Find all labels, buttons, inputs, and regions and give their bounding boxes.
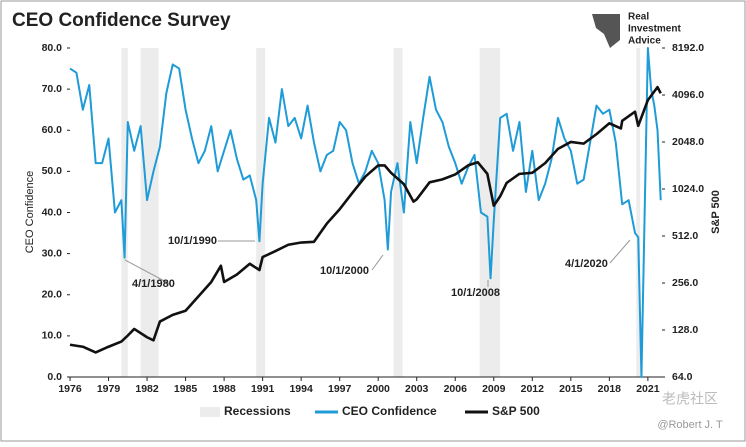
x-tick-label: 2003 (405, 383, 429, 395)
y2-tick-label: 256.0 (672, 277, 698, 289)
x-tick-label: 2018 (598, 383, 622, 395)
y2-tick-label: 64.0 (672, 371, 693, 383)
annotation-leader (609, 239, 631, 264)
x-tick-label: 1985 (174, 383, 198, 395)
x-tick-label: 1994 (289, 383, 313, 395)
recession-band (121, 48, 128, 377)
logo-text: Investment (628, 24, 681, 35)
x-tick-label: 2006 (444, 383, 468, 395)
legend-label: CEO Confidence (342, 404, 437, 418)
annotation: 4/1/1980 (132, 278, 175, 290)
recession-band (393, 48, 403, 377)
x-tick-label: 1991 (251, 383, 275, 395)
logo-text: Advice (628, 36, 661, 47)
annotation: 10/1/1990 (168, 235, 217, 247)
logo-icon (592, 14, 620, 48)
y2-tick-label: 128.0 (672, 324, 698, 336)
y-tick-label: 60.0 (42, 124, 63, 136)
y2-axis-label: S&P 500 (710, 190, 722, 234)
y2-tick-label: 4096.0 (672, 89, 704, 101)
x-tick-label: 1982 (135, 383, 159, 395)
recession-band (140, 48, 159, 377)
x-tick-label: 2000 (367, 383, 391, 395)
x-tick-label: 2021 (636, 383, 660, 395)
y-tick-label: 30.0 (42, 247, 63, 259)
x-tick-label: 1988 (212, 383, 236, 395)
recession-band (636, 48, 641, 377)
x-tick-label: 2015 (559, 383, 583, 395)
recession-band (479, 48, 501, 377)
y-axis-label: CEO Confidence (24, 171, 36, 254)
chart-title: CEO Confidence Survey (12, 10, 231, 31)
x-tick-label: 1997 (328, 383, 352, 395)
annotation: 10/1/2008 (451, 287, 500, 299)
annotation: 10/1/2000 (320, 265, 369, 277)
legend-label: S&P 500 (492, 404, 540, 418)
watermark: 老虎社区 (662, 391, 718, 407)
annotation: 4/1/2020 (565, 258, 608, 270)
y-tick-label: 0.0 (47, 371, 62, 383)
x-tick-label: 1976 (58, 383, 82, 395)
x-tick-label: 1979 (97, 383, 121, 395)
y-tick-label: 80.0 (42, 42, 63, 54)
logo-text: Real (628, 12, 649, 23)
legend-label: Recessions (224, 404, 291, 418)
y-tick-label: 40.0 (42, 206, 63, 218)
y-tick-label: 70.0 (42, 83, 63, 95)
watermark: @Robert J. T (657, 419, 723, 431)
y2-tick-label: 8192.0 (672, 42, 704, 54)
annotation-leader (124, 259, 171, 285)
x-tick-label: 2009 (482, 383, 506, 395)
series-line (69, 47, 662, 378)
y2-tick-label: 2048.0 (672, 136, 704, 148)
y-tick-label: 20.0 (42, 289, 63, 301)
y2-tick-label: 512.0 (672, 230, 698, 242)
y2-tick-label: 1024.0 (672, 183, 704, 195)
y-tick-label: 50.0 (42, 165, 63, 177)
legend-swatch (200, 407, 220, 417)
x-tick-label: 2012 (521, 383, 545, 395)
y-tick-label: 10.0 (42, 330, 63, 342)
series-line (69, 85, 662, 354)
annotation-leader (371, 254, 384, 271)
